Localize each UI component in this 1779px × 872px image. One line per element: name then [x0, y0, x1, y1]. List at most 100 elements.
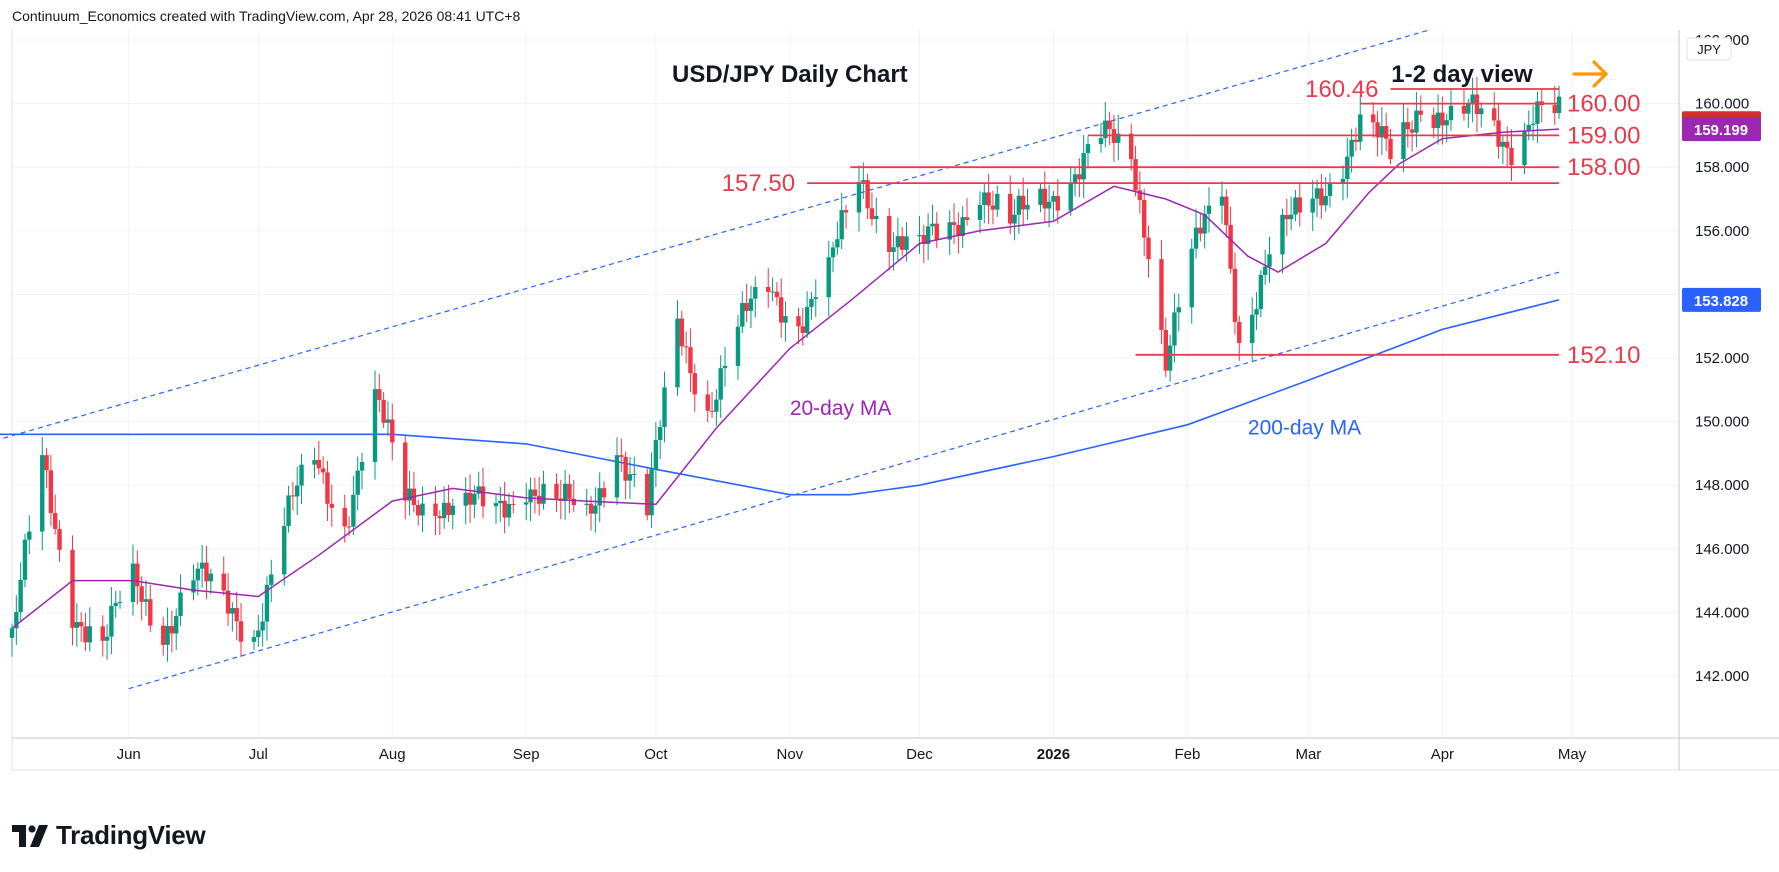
- candle: [657, 420, 663, 459]
- candle: [744, 283, 749, 323]
- candle: [1297, 182, 1302, 227]
- candle: [839, 192, 844, 250]
- candle: [87, 607, 92, 652]
- x-tick-label: Apr: [1431, 746, 1454, 763]
- candle: [1107, 111, 1112, 146]
- x-tick-label: 2026: [1037, 746, 1070, 763]
- candle: [1405, 107, 1410, 148]
- candle: [597, 472, 602, 523]
- level-label-160.00: 160.00: [1567, 91, 1640, 118]
- candle: [645, 468, 650, 521]
- candle: [104, 624, 110, 660]
- candle: [1418, 95, 1423, 123]
- y-tick-label: 156.000: [1695, 223, 1749, 240]
- candle: [1008, 175, 1013, 234]
- candle: [1280, 208, 1285, 274]
- candle: [1310, 180, 1315, 232]
- y-tick-label: 152.000: [1695, 350, 1749, 367]
- candle: [1293, 189, 1298, 222]
- candle: [498, 486, 503, 523]
- candle: [511, 491, 516, 514]
- candle: [619, 438, 624, 472]
- candle: [748, 285, 754, 329]
- candle: [139, 576, 144, 621]
- candle: [14, 595, 19, 646]
- candle: [722, 346, 728, 387]
- candle: [450, 498, 455, 530]
- candle: [295, 466, 300, 515]
- candle: [1358, 95, 1363, 151]
- candle: [286, 485, 291, 533]
- candle: [199, 545, 205, 588]
- candle: [40, 437, 45, 551]
- candle: [100, 615, 105, 657]
- candle: [740, 291, 745, 334]
- candle: [359, 452, 365, 490]
- candle: [783, 301, 788, 342]
- candle: [269, 559, 274, 603]
- candle: [238, 603, 244, 658]
- price-badge-label: 153.828: [1694, 293, 1748, 310]
- candle: [990, 190, 996, 225]
- candle: [299, 453, 304, 505]
- candle: [1535, 91, 1540, 143]
- candle: [813, 279, 818, 317]
- orange-arrow-icon: [1572, 60, 1608, 88]
- candle: [117, 590, 123, 609]
- candle: [1237, 315, 1242, 361]
- candle: [675, 300, 680, 396]
- candle: [524, 483, 529, 521]
- x-tick-label: Mar: [1295, 746, 1321, 763]
- candle: [571, 480, 576, 513]
- y-tick-label: 150.000: [1695, 414, 1749, 431]
- candle: [143, 580, 149, 617]
- candle: [1103, 101, 1108, 148]
- candle: [441, 486, 447, 529]
- candle: [191, 564, 196, 601]
- candle: [381, 392, 386, 428]
- candle: [446, 484, 451, 523]
- candle: [1552, 86, 1557, 125]
- candle: [74, 603, 80, 647]
- candle: [995, 185, 1000, 217]
- candle: [22, 533, 28, 588]
- candle: [528, 477, 533, 522]
- candle: [627, 456, 633, 499]
- candle: [649, 452, 654, 528]
- currency-badge[interactable]: [1686, 37, 1732, 61]
- view-label: 1-2 day view: [1391, 61, 1533, 88]
- candle: [83, 612, 88, 651]
- candle: [593, 487, 598, 533]
- candle: [1379, 107, 1385, 156]
- candle: [1042, 171, 1047, 224]
- candle: [964, 198, 970, 226]
- candle: [1435, 94, 1441, 145]
- channel-line-1: [0, 30, 1432, 440]
- candle: [662, 371, 667, 443]
- y-tick-label: 146.000: [1695, 541, 1749, 558]
- candle: [1159, 240, 1164, 345]
- level-label-159.00: 159.00: [1567, 122, 1640, 149]
- candle: [256, 614, 261, 647]
- level-label-160.46: 160.46: [1305, 76, 1378, 103]
- tradingview-brand[interactable]: TradingView: [12, 820, 206, 851]
- candle: [1129, 123, 1134, 171]
- candle: [1500, 134, 1506, 165]
- candle: [506, 493, 512, 527]
- candle: [532, 477, 538, 514]
- candle: [342, 494, 347, 543]
- candle: [416, 499, 421, 526]
- candle: [433, 486, 438, 536]
- candle: [351, 475, 356, 536]
- candle: [1206, 187, 1212, 233]
- price-chart[interactable]: 160.46 160.00 159.00 158.00 157.50 152.10 USD/…: [0, 30, 1779, 810]
- candle: [467, 474, 473, 523]
- candle: [204, 545, 209, 600]
- candle: [9, 623, 15, 657]
- candle: [225, 573, 231, 627]
- candle: [1202, 205, 1207, 249]
- y-tick-label: 158.000: [1695, 159, 1749, 176]
- y-tick-label: 144.000: [1695, 604, 1749, 621]
- candle: [493, 493, 499, 524]
- candle: [891, 232, 896, 271]
